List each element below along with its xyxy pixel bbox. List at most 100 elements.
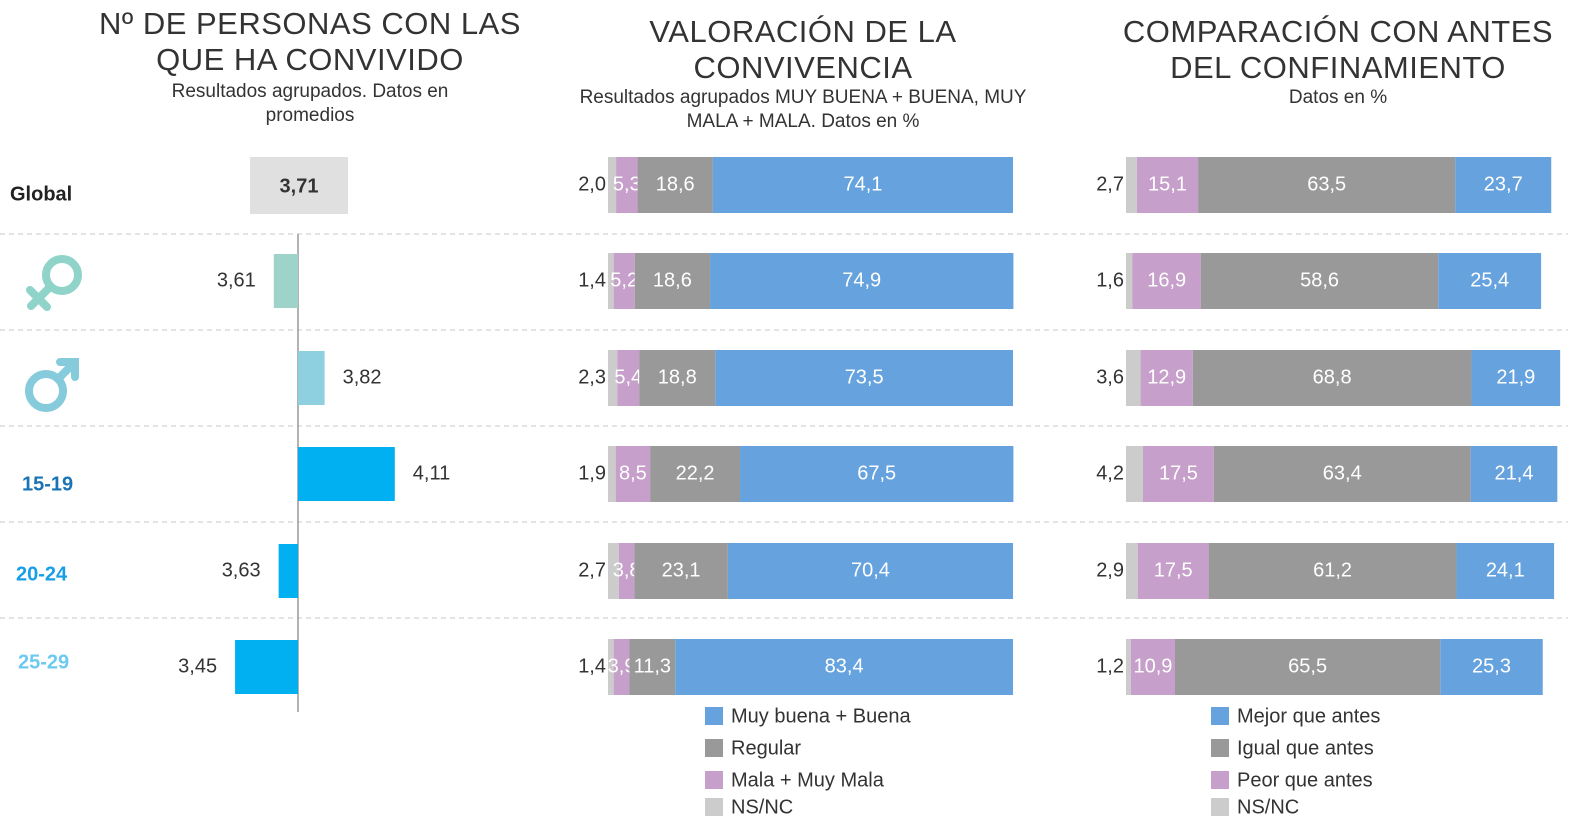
value-label: 2,7 xyxy=(1096,173,1124,195)
value-label: 18,6 xyxy=(653,269,692,291)
value-label: 3,9 xyxy=(608,655,636,677)
value-label: 5,2 xyxy=(610,269,638,291)
chart-subtitle: Datos en % xyxy=(1288,87,1388,108)
value-label: 2,7 xyxy=(578,559,606,581)
legend-swatch xyxy=(1211,771,1229,789)
legend-label: NS/NC xyxy=(1237,796,1299,818)
value-label: 4,2 xyxy=(1096,462,1124,484)
value-label: 3,8 xyxy=(613,559,641,581)
bar-segment xyxy=(712,157,1013,213)
bar-segment xyxy=(1126,350,1141,406)
value-label: 21,4 xyxy=(1495,462,1534,484)
bar-segment xyxy=(613,253,635,309)
value-label: 1,6 xyxy=(1096,269,1124,291)
bar-segment xyxy=(710,253,1014,309)
bar-segment xyxy=(618,543,635,599)
value-label: 12,9 xyxy=(1147,366,1186,388)
bar-segment xyxy=(1140,350,1193,406)
bar-segment xyxy=(639,350,716,406)
bar-segment xyxy=(615,446,651,502)
bar-segment xyxy=(1136,157,1199,213)
female-icon xyxy=(26,255,82,311)
value-label: 63,4 xyxy=(1323,462,1362,484)
bar-segment xyxy=(616,157,638,213)
bar-segment xyxy=(1126,157,1137,213)
male-icon xyxy=(25,358,79,412)
bar-segment xyxy=(1126,543,1138,599)
value-label: 70,4 xyxy=(851,559,890,581)
value-label: 74,1 xyxy=(843,173,882,195)
value-label: 22,2 xyxy=(676,462,715,484)
value-label: 4,11 xyxy=(413,462,450,484)
chart-subtitle: Resultados agrupados MUY BUENA + BUENA, … xyxy=(579,87,1027,132)
value-label: 24,1 xyxy=(1486,559,1525,581)
bar-segment xyxy=(1456,543,1555,599)
value-label: 2,3 xyxy=(578,366,606,388)
value-label: 1,4 xyxy=(578,269,606,291)
value-label: 18,8 xyxy=(658,366,697,388)
value-label: 1,2 xyxy=(1096,655,1124,677)
bar-segment xyxy=(740,446,1014,502)
chart-subtitle: Resultados agrupados. Datos en promedios xyxy=(171,81,449,126)
bar xyxy=(298,351,325,405)
value-label: 8,5 xyxy=(619,462,647,484)
bar-segment xyxy=(1198,157,1456,213)
legend-swatch xyxy=(705,707,723,725)
bar-segment xyxy=(1132,253,1201,309)
value-label: 2,0 xyxy=(578,173,606,195)
category-label: Global xyxy=(10,183,72,205)
value-label: 67,5 xyxy=(857,462,896,484)
value-label: 23,7 xyxy=(1484,173,1523,195)
bar-segment xyxy=(613,639,630,695)
value-label: 73,5 xyxy=(845,366,884,388)
value-label: 61,2 xyxy=(1313,559,1352,581)
value-label: 68,8 xyxy=(1313,366,1352,388)
bar-segment xyxy=(1175,639,1441,695)
value-label: 16,9 xyxy=(1147,269,1186,291)
bar-segment xyxy=(629,639,676,695)
bar xyxy=(298,447,395,501)
value-label: 3,71 xyxy=(280,175,319,197)
bar-segment xyxy=(617,350,640,406)
legend-label: NS/NC xyxy=(731,796,793,818)
chart-title: Nº DE PERSONAS CON LAS QUE HA CONVIVIDO xyxy=(99,6,521,77)
value-label: 25,4 xyxy=(1470,269,1509,291)
bar-segment xyxy=(1143,446,1214,502)
value-label: 10,9 xyxy=(1133,655,1172,677)
value-label: 3,45 xyxy=(178,655,217,677)
legend-swatch xyxy=(1211,707,1229,725)
legend-label: Mala + Muy Mala xyxy=(731,769,885,791)
value-label: 17,5 xyxy=(1159,462,1198,484)
bar-segment xyxy=(1130,639,1176,695)
global-box xyxy=(250,157,348,214)
bar-segment xyxy=(727,543,1013,599)
bar-segment xyxy=(1126,639,1131,695)
value-label: 11,3 xyxy=(634,655,671,677)
value-label: 1,4 xyxy=(578,655,606,677)
value-label: 3,82 xyxy=(343,366,382,388)
bar-segment xyxy=(608,350,618,406)
legend-swatch xyxy=(705,798,723,816)
category-label: 15-19 xyxy=(22,473,73,495)
bar-segment xyxy=(1470,446,1558,502)
chart-title: COMPARACIÓN CON ANTES DEL CONFINAMIENTO xyxy=(1122,14,1554,85)
legend-swatch xyxy=(705,739,723,757)
value-label: 58,6 xyxy=(1300,269,1339,291)
bar-segment xyxy=(608,446,616,502)
bar-segment xyxy=(1192,350,1472,406)
value-label: 25,3 xyxy=(1472,655,1511,677)
value-label: 18,6 xyxy=(656,173,695,195)
value-label: 3,63 xyxy=(222,559,261,581)
legend-label: Regular xyxy=(731,737,801,759)
legend-label: Peor que antes xyxy=(1237,769,1373,791)
bar-segment xyxy=(637,157,713,213)
bar-segment xyxy=(650,446,741,502)
bar xyxy=(235,640,298,694)
bar-segment xyxy=(1471,350,1561,406)
legend-label: Muy buena + Buena xyxy=(731,705,911,727)
bar-segment xyxy=(1455,157,1552,213)
category-label: 25-29 xyxy=(18,651,69,673)
legend-label: Igual que antes xyxy=(1237,737,1374,759)
value-label: 17,5 xyxy=(1154,559,1193,581)
